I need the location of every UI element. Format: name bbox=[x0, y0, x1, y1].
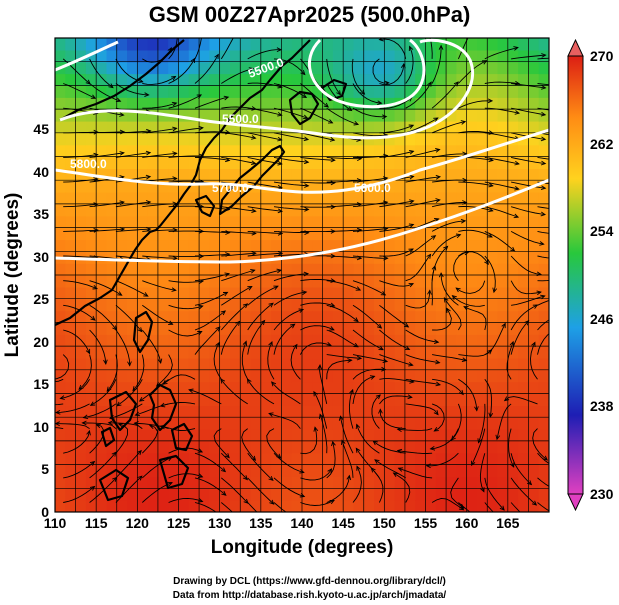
colorbar-min-arrow bbox=[567, 493, 584, 512]
lat-lon-grid bbox=[55, 38, 549, 512]
x-tick-label: 130 bbox=[208, 515, 232, 531]
y-tick-label: 5 bbox=[41, 461, 49, 477]
y-tick-label: 25 bbox=[33, 291, 49, 307]
colorbar: 230 238 246 254 262 270 bbox=[567, 38, 614, 512]
colorbar-label: 246 bbox=[590, 311, 614, 327]
colorbar-label: 270 bbox=[590, 48, 614, 64]
y-axis-label: Latitude (degrees) bbox=[2, 192, 23, 358]
y-tick-label: 30 bbox=[33, 249, 49, 265]
y-tick-label: 20 bbox=[33, 334, 49, 350]
contour-label: 5600.0 bbox=[354, 181, 391, 195]
y-tick-label: 35 bbox=[33, 206, 49, 222]
x-tick-label: 115 bbox=[85, 515, 108, 531]
contour-label: 5800.0 bbox=[70, 157, 107, 171]
x-tick-label: 150 bbox=[373, 515, 397, 531]
colorbar-label: 238 bbox=[590, 398, 614, 414]
x-axis: 110 115 120 125 130 135 140 145 150 155 … bbox=[44, 515, 520, 531]
x-tick-label: 165 bbox=[496, 515, 520, 531]
x-tick-label: 155 bbox=[414, 515, 438, 531]
x-tick-label: 140 bbox=[290, 515, 314, 531]
credit-drawing: Drawing by DCL (https://www.gfd-dennou.o… bbox=[173, 576, 446, 587]
credit-data-source: Data from http://database.rish.kyoto-u.a… bbox=[172, 590, 447, 601]
y-axis: 0 5 10 15 20 25 30 35 40 45 bbox=[33, 121, 49, 520]
x-tick-label: 125 bbox=[167, 515, 191, 531]
x-axis-label: Longitude (degrees) bbox=[210, 537, 394, 558]
y-tick-label: 40 bbox=[33, 164, 49, 180]
x-tick-label: 120 bbox=[126, 515, 150, 531]
colorbar-label: 262 bbox=[590, 136, 614, 152]
contour-label: 5500.0 bbox=[222, 112, 259, 126]
y-tick-label: 0 bbox=[41, 504, 49, 520]
plot-frame bbox=[54, 37, 550, 513]
contour-label: 5700.0 bbox=[212, 181, 249, 195]
colorbar-max-arrow bbox=[567, 38, 584, 57]
y-tick-label: 15 bbox=[33, 376, 49, 392]
x-tick-label: 110 bbox=[44, 515, 67, 531]
x-tick-label: 145 bbox=[332, 515, 356, 531]
chart-title: GSM 00Z27Apr2025 (500.0hPa) bbox=[148, 2, 471, 27]
colorbar-label: 230 bbox=[590, 486, 614, 502]
height-contours bbox=[55, 38, 549, 264]
colorbar-gradient bbox=[567, 55, 584, 495]
y-tick-label: 10 bbox=[33, 419, 49, 435]
x-tick-label: 135 bbox=[249, 515, 273, 531]
x-tick-label: 160 bbox=[455, 515, 479, 531]
colorbar-label: 254 bbox=[590, 223, 614, 239]
y-tick-label: 45 bbox=[33, 121, 49, 137]
